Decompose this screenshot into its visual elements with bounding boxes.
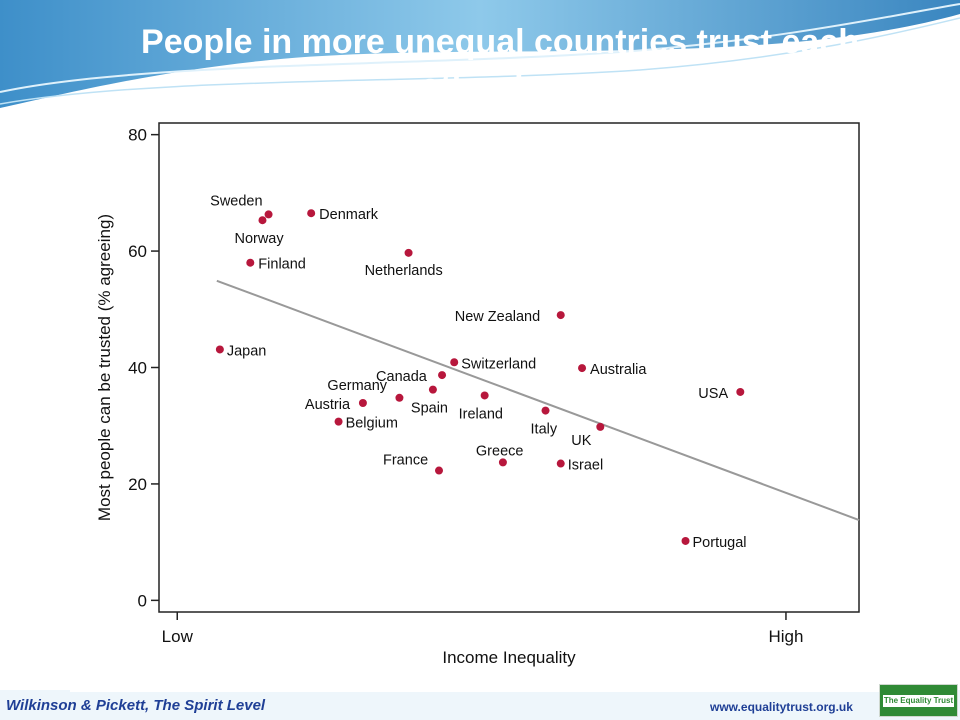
point-australia — [578, 364, 587, 373]
label-portugal: Portugal — [693, 535, 747, 551]
label-italy: Italy — [531, 422, 558, 438]
logo-text: The Equality Trust — [883, 695, 954, 707]
point-sweden — [264, 210, 273, 219]
label-switzerland: Switzerland — [461, 356, 536, 372]
label-france: France — [383, 453, 428, 469]
label-belgium: Belgium — [346, 416, 398, 432]
label-ireland: Ireland — [459, 406, 503, 422]
point-belgium — [334, 417, 343, 426]
label-sweden: Sweden — [210, 193, 262, 209]
point-finland — [246, 258, 255, 267]
label-usa: USA — [698, 386, 728, 402]
point-france — [435, 466, 443, 475]
label-canada: Canada — [376, 369, 428, 385]
y-tick-label: 80 — [128, 126, 147, 145]
point-germany — [395, 393, 404, 402]
point-switzerland — [450, 358, 459, 367]
label-norway: Norway — [234, 231, 284, 247]
label-new-zealand: New Zealand — [455, 309, 540, 325]
y-tick-label: 40 — [128, 359, 147, 378]
point-usa — [736, 387, 745, 396]
point-japan — [215, 345, 224, 354]
equality-trust-logo: The Equality Trust — [879, 684, 958, 717]
point-portugal — [681, 536, 690, 545]
label-finland: Finland — [258, 257, 306, 273]
label-denmark: Denmark — [319, 207, 379, 223]
point-italy — [541, 406, 550, 415]
y-axis-title: Most people can be trusted (% agreeing) — [95, 214, 114, 521]
label-greece: Greece — [476, 443, 524, 459]
label-israel: Israel — [568, 458, 603, 474]
label-uk: UK — [571, 433, 591, 449]
x-axis: Low High — [162, 612, 803, 646]
point-new-zealand — [556, 311, 565, 320]
trend-line — [216, 279, 860, 521]
point-netherlands — [404, 248, 413, 257]
point-denmark — [307, 209, 316, 218]
label-germany: Germany — [327, 378, 387, 394]
label-spain: Spain — [411, 401, 448, 417]
label-japan: Japan — [227, 343, 267, 359]
y-tick-label: 0 — [138, 591, 147, 610]
point-uk — [596, 422, 605, 431]
chart-panel: 0 20 40 60 80 Low High Sweden Norway Denmark Fin… — [70, 100, 882, 692]
slide-title: People in more unequal countries trust e… — [141, 23, 859, 105]
point-israel — [556, 459, 565, 468]
point-ireland — [480, 391, 489, 400]
x-tick-label: Low — [162, 627, 194, 646]
point-austria — [358, 399, 367, 408]
point-norway — [258, 216, 267, 225]
website-link[interactable]: www.equalitytrust.org.uk — [710, 700, 853, 714]
y-tick-label: 20 — [128, 475, 147, 494]
point-canada — [438, 371, 447, 380]
point-labels: Sweden Norway Denmark Finland Netherlands Jap… — [210, 193, 746, 551]
label-australia: Australia — [590, 362, 647, 378]
data-points — [215, 209, 745, 545]
point-greece — [498, 458, 507, 467]
label-netherlands: Netherlands — [365, 263, 443, 279]
point-spain — [428, 385, 437, 394]
y-axis: 0 20 40 60 80 — [128, 126, 159, 610]
label-austria: Austria — [305, 397, 351, 413]
x-tick-label: High — [768, 627, 803, 646]
scatter-chart: 0 20 40 60 80 Low High Sweden Norway Denmark Fin… — [95, 122, 860, 667]
y-tick-label: 60 — [128, 242, 147, 261]
citation: Wilkinson & Pickett, The Spirit Level — [6, 697, 266, 714]
x-axis-title: Income Inequality — [442, 648, 576, 667]
